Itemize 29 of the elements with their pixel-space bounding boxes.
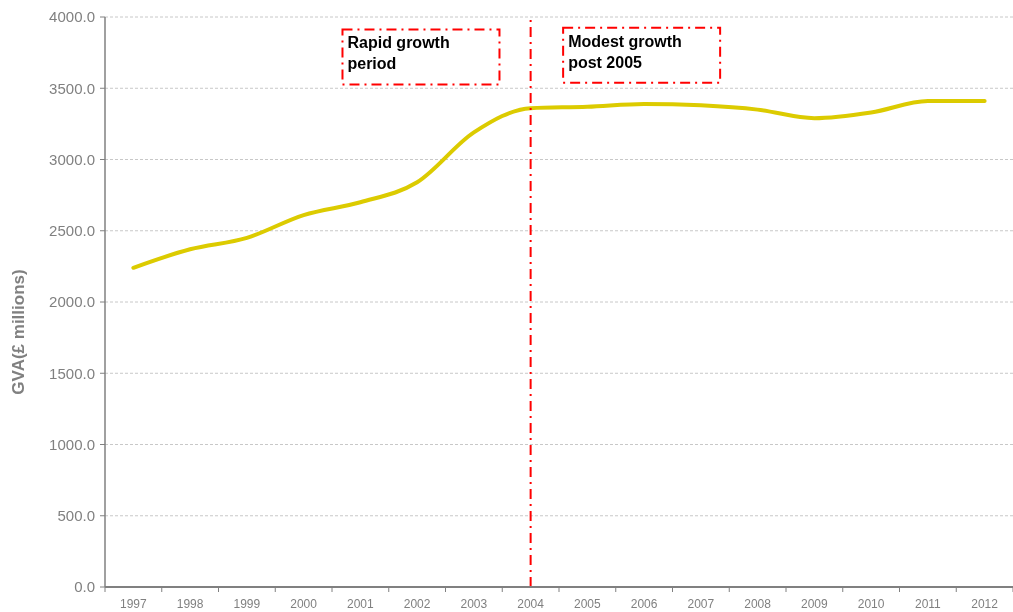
y-tick-label: 3000.0 [49,150,95,168]
x-tick-label: 2000 [290,597,318,611]
x-tick-label: 2005 [574,597,602,611]
y-tick-label: 2500.0 [49,222,95,240]
annotation: Rapid growth period [346,33,451,75]
x-tick-label: 2002 [403,597,431,611]
line-series [131,99,987,270]
x-tick-label: 2004 [517,597,545,611]
x-tick-label: 2009 [801,597,829,611]
x-tick-label: 2006 [630,597,658,611]
x-tick-label: 2003 [460,597,488,611]
x-tick-label: 2012 [971,597,999,611]
x-tick-label: 2011 [914,597,942,611]
y-tick-label: 1500.0 [49,364,95,382]
y-tick-label: 2000.0 [49,293,95,311]
x-tick-label: 2008 [744,597,772,611]
x-tick-label: 2010 [857,597,885,611]
y-tick-label: 500.0 [57,507,95,525]
x-tick-label: 1999 [233,597,261,611]
y-tick-label: 3500.0 [49,79,95,97]
y-tick-label: 1000.0 [49,435,95,453]
y-tick-label: 4000.0 [49,8,95,26]
annotation: Modest growth post 2005 [567,31,683,73]
x-tick-label: 2007 [687,597,715,611]
x-tick-label: 1998 [176,597,204,611]
x-tick-label: 2001 [347,597,375,611]
y-axis-title: GVA(£ millions) [9,269,29,395]
y-tick-label: 0.0 [74,578,95,596]
x-tick-label: 1997 [120,597,148,611]
